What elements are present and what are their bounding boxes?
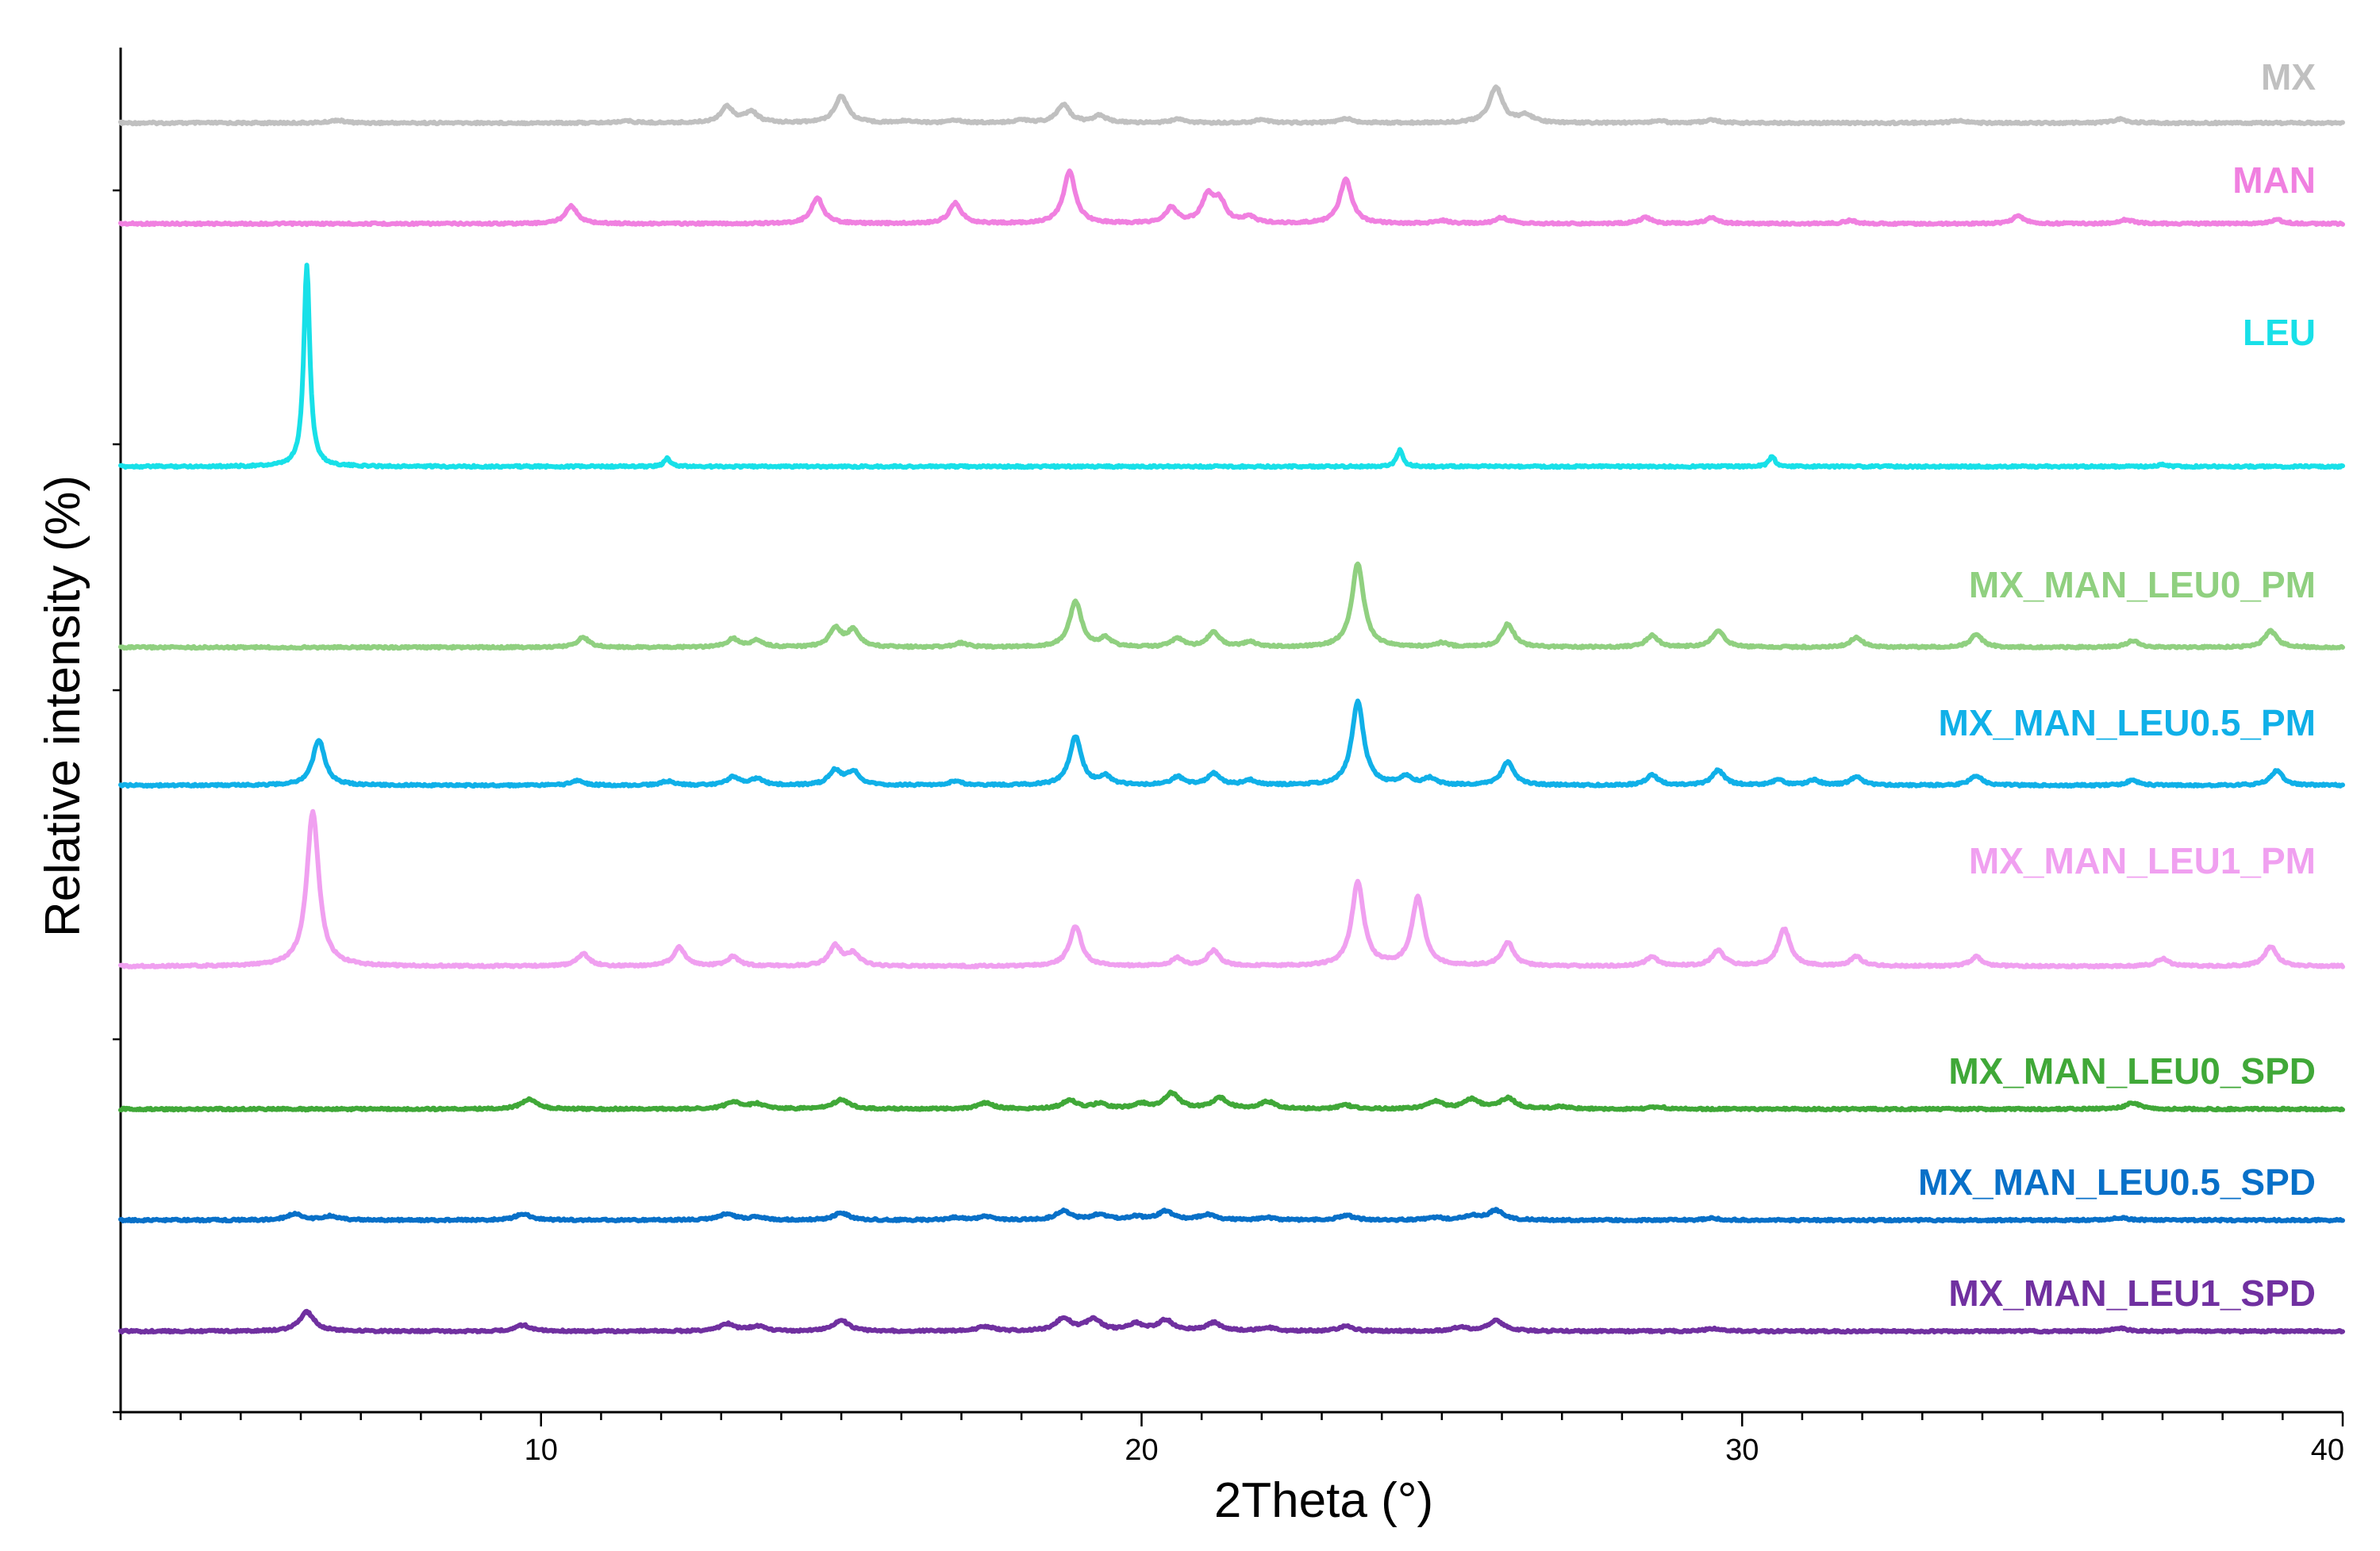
series-line-6 xyxy=(118,1089,2345,1113)
x-ticks xyxy=(113,189,2344,1426)
series-labels: MX MAN LEU MX_MAN_LEU0_PM MX_MAN_LEU0.5_PM MX… xyxy=(1918,56,2316,1314)
x-tick-label: 20 xyxy=(1125,1434,1158,1467)
series-line-3 xyxy=(118,561,2345,651)
series-label-2: LEU xyxy=(2243,312,2316,353)
x-tick-labels: 10 20 30 40 xyxy=(525,1434,2344,1467)
series-line-4 xyxy=(118,698,2345,789)
series-group xyxy=(118,84,2345,1335)
series-label-5: MX_MAN_LEU1_PM xyxy=(1969,840,2316,881)
series-label-3: MX_MAN_LEU0_PM xyxy=(1969,564,2316,605)
x-tick-label: 40 xyxy=(2311,1434,2344,1467)
series-label-8: MX_MAN_LEU1_SPD xyxy=(1948,1273,2316,1314)
series-line-0 xyxy=(118,84,2345,127)
series-line-5 xyxy=(118,808,2345,969)
x-tick-label: 10 xyxy=(525,1434,558,1467)
y-axis-title: Relative intensity (%) xyxy=(36,475,90,937)
x-tick-label: 30 xyxy=(1725,1434,1759,1467)
axes xyxy=(119,48,2343,1414)
series-label-7: MX_MAN_LEU0.5_SPD xyxy=(1918,1161,2316,1203)
series-line-2 xyxy=(118,263,2345,470)
series-label-4: MX_MAN_LEU0.5_PM xyxy=(1939,702,2316,743)
series-line-7 xyxy=(118,1207,2345,1224)
series-label-6: MX_MAN_LEU0_SPD xyxy=(1948,1050,2316,1092)
series-label-0: MX xyxy=(2261,56,2316,98)
x-axis-title: 2Theta (°) xyxy=(1214,1473,1433,1528)
series-label-1: MAN xyxy=(2232,159,2316,201)
series-line-8 xyxy=(118,1308,2345,1335)
series-line-1 xyxy=(118,168,2345,228)
